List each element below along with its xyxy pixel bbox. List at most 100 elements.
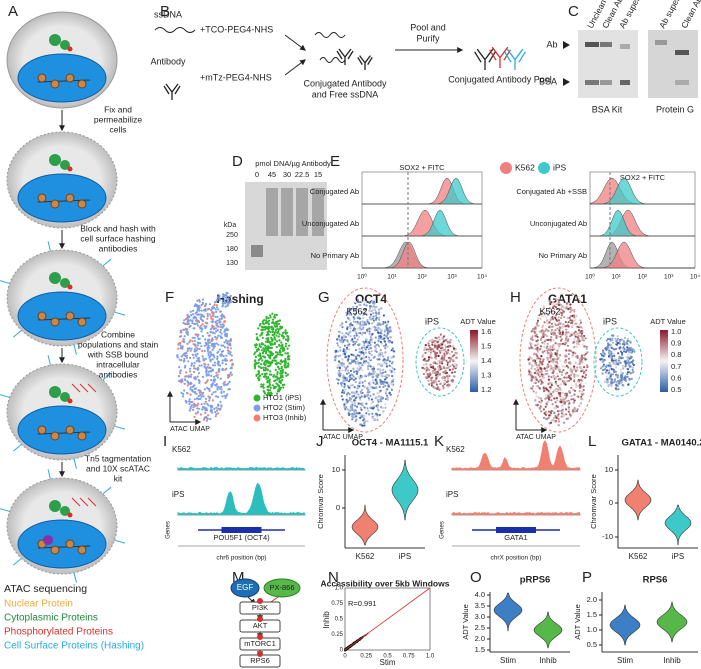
cell-point [424, 352, 426, 354]
cell-point [603, 369, 605, 371]
cell-point [561, 326, 563, 328]
cell-point [530, 367, 532, 369]
cell-point [212, 344, 214, 346]
cell-point [431, 382, 433, 384]
cell-point [285, 339, 287, 341]
cell-point [347, 365, 349, 367]
cell-point [214, 321, 216, 323]
cell-point [206, 420, 208, 422]
cell-point [427, 373, 429, 375]
cell-point [608, 348, 610, 350]
cell-point [382, 321, 384, 323]
nucleosome [51, 318, 59, 326]
cell-point [343, 363, 345, 365]
cell-point [349, 335, 351, 337]
label: Genes [166, 521, 172, 539]
cell-point [559, 336, 561, 338]
cell-point [279, 325, 281, 327]
cell-point [353, 379, 355, 381]
lane-label: 0 [255, 170, 259, 179]
cell-point [627, 376, 629, 378]
cell-point [203, 403, 205, 405]
cell-point [219, 318, 221, 320]
cell-point [273, 357, 275, 359]
label: PI3K [252, 603, 268, 612]
cell-point [372, 394, 374, 396]
cell-point [270, 374, 272, 376]
cell-point [350, 327, 352, 329]
cell-point [536, 336, 538, 338]
cell-point [353, 371, 355, 373]
cell-point [374, 308, 376, 310]
cell-point [359, 328, 361, 330]
label: ADT Value [461, 604, 470, 640]
cell-point [606, 346, 608, 348]
nucleosome [38, 74, 46, 82]
cell-point [255, 343, 257, 345]
x-tick-label: 10² [638, 274, 648, 281]
cell-point [566, 303, 568, 305]
cell-point [375, 386, 377, 388]
cell-point [425, 376, 427, 378]
cell-point [275, 369, 277, 371]
cell-point [556, 397, 558, 399]
cell-point [207, 350, 209, 352]
cell-point [564, 403, 566, 405]
cell-point [550, 376, 552, 378]
cell-point [255, 375, 257, 377]
cell-point [271, 338, 273, 340]
cell-point [568, 321, 570, 323]
cell-point [547, 352, 549, 354]
cell-point [358, 344, 360, 346]
cell-point [368, 399, 370, 401]
cell-point [194, 340, 196, 342]
cell-point [447, 386, 449, 388]
cell-point [585, 369, 587, 371]
cell-point [232, 363, 234, 365]
cell-point [553, 407, 555, 409]
cell-point [195, 387, 197, 389]
cell-point [550, 419, 552, 421]
cell-point [187, 350, 189, 352]
cell-point [210, 316, 212, 318]
cell-point [552, 391, 554, 393]
cell-point [284, 359, 286, 361]
cell-point [184, 379, 186, 381]
cell-point [186, 343, 188, 345]
cell-point [540, 339, 542, 341]
cell-point [534, 399, 536, 401]
cell-point [608, 384, 610, 386]
cell-point [555, 319, 557, 321]
cell-point [559, 343, 561, 345]
cell-point [192, 354, 194, 356]
step-text: Tn5 tagmentation [85, 453, 151, 463]
cell-point [377, 376, 379, 378]
cell-point [371, 354, 373, 356]
cell-point [535, 327, 537, 329]
cell-point [379, 386, 381, 388]
legend-swatch [254, 405, 261, 412]
antibody [475, 49, 496, 70]
cell-point [359, 397, 361, 399]
cell-point [375, 327, 377, 329]
cell-point [617, 335, 619, 337]
cell-point [186, 357, 188, 359]
cell-point [540, 402, 542, 404]
cell-point [367, 344, 369, 346]
cell-point [563, 311, 565, 313]
cell-point [196, 353, 198, 355]
cell-point [267, 376, 269, 378]
cell-point [534, 364, 536, 366]
cell-point [275, 331, 277, 333]
cell-point [376, 416, 378, 418]
legend-entry: iPS [553, 162, 567, 172]
cell-point [390, 357, 392, 359]
cell-point [382, 355, 384, 357]
cell-point [371, 413, 373, 415]
axis-label: ATAC UMAP [170, 426, 210, 433]
cell-point [581, 367, 583, 369]
cell-point [431, 341, 433, 343]
cell-point [565, 408, 567, 410]
cell-point [194, 348, 196, 350]
